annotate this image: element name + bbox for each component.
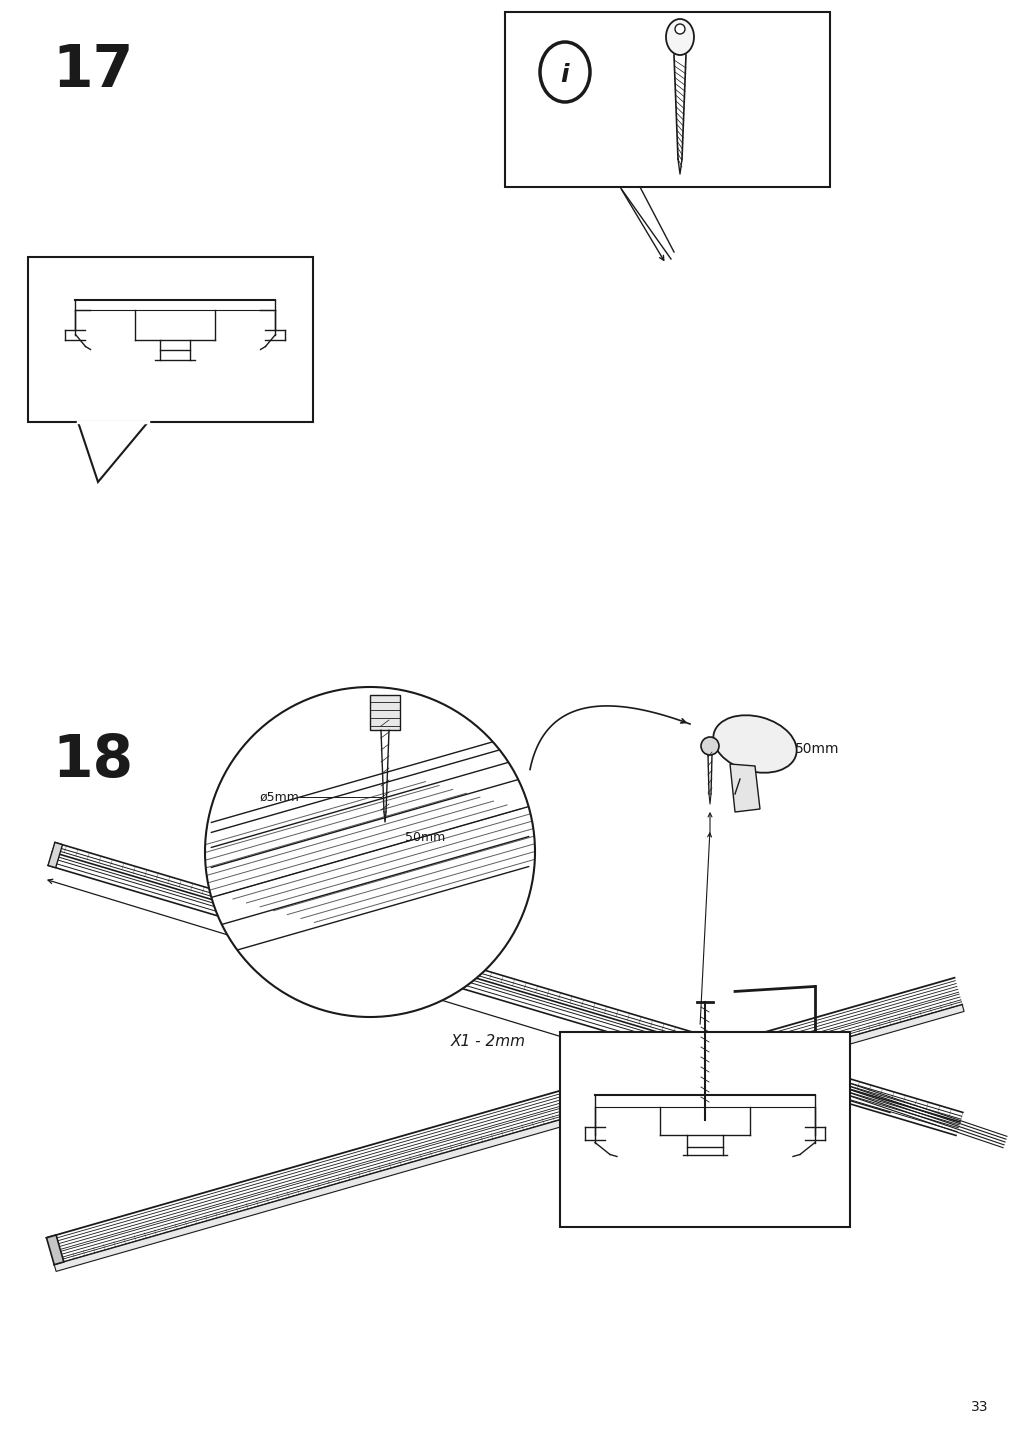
Ellipse shape [713,715,796,773]
Circle shape [674,24,684,34]
Text: 17: 17 [52,42,133,99]
Circle shape [205,687,535,1017]
Polygon shape [78,422,148,483]
Ellipse shape [540,42,589,102]
Polygon shape [47,1234,64,1264]
Text: 33: 33 [971,1400,988,1413]
Ellipse shape [665,19,694,54]
Bar [370,696,399,730]
Text: 50mm: 50mm [795,742,839,756]
Bar [504,11,829,188]
Polygon shape [55,1005,963,1272]
Text: X1 - 2mm: X1 - 2mm [450,1034,525,1048]
Text: 50mm: 50mm [404,831,445,843]
Text: i: i [560,63,569,87]
Polygon shape [729,765,759,812]
Polygon shape [48,842,63,868]
Ellipse shape [701,737,718,755]
Text: 18: 18 [52,732,133,789]
Polygon shape [814,1101,839,1127]
Bar [28,256,312,422]
Text: ø5mm: ø5mm [260,790,299,803]
Bar [559,1032,849,1227]
